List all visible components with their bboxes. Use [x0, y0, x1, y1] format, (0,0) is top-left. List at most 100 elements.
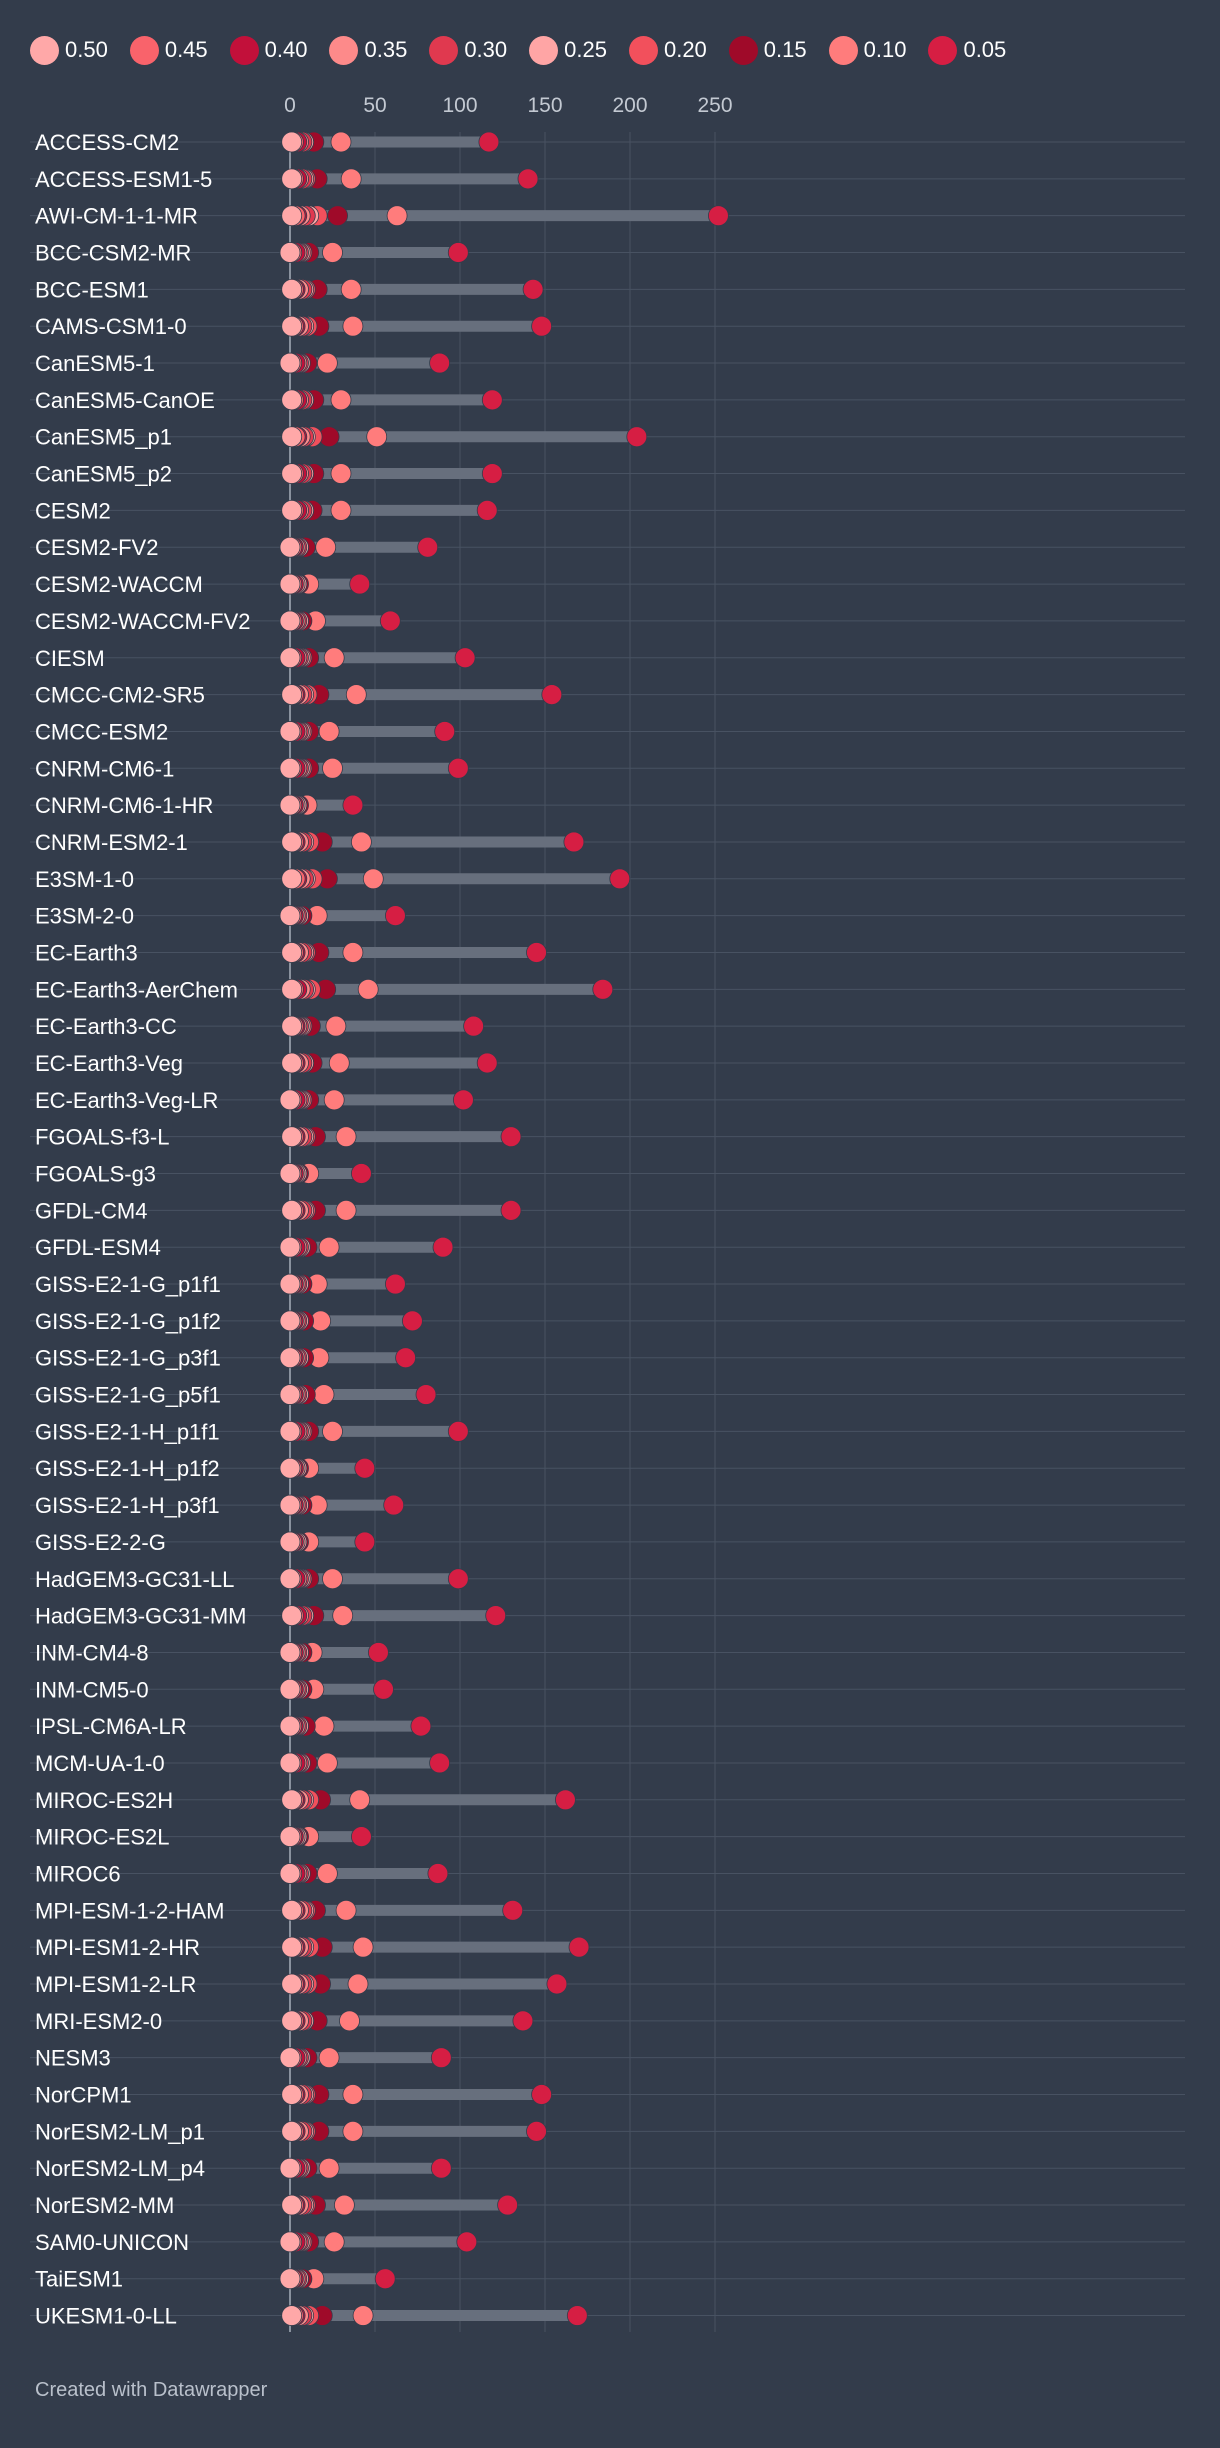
- legend-swatch: [30, 35, 59, 65]
- dot-0_50: [279, 2268, 301, 2290]
- dot-0_10: [340, 278, 362, 300]
- row-label: NorESM2-LM_p4: [35, 2156, 205, 2181]
- row-label: CESM2-FV2: [35, 535, 158, 560]
- dot-0_05: [708, 205, 729, 227]
- legend-label: 0.20: [663, 37, 707, 62]
- legend-label: 0.10: [863, 37, 907, 62]
- dot-0_50: [281, 168, 303, 190]
- dot-0_10: [315, 536, 337, 558]
- dot-0_50: [279, 1826, 301, 1848]
- dot-0_05: [512, 2010, 534, 2032]
- row-label: EC-Earth3-CC: [35, 1014, 177, 1039]
- dot-0_10: [318, 1236, 340, 1258]
- dot-0_05: [410, 1715, 432, 1737]
- row-label: CanESM5-CanOE: [35, 388, 215, 413]
- dot-0_50: [281, 463, 303, 484]
- dot-0_50: [279, 757, 301, 779]
- dot-0_05: [430, 2157, 452, 2179]
- dot-0_10: [339, 2010, 360, 2032]
- dot-0_05: [481, 463, 503, 484]
- dot-0_05: [502, 1899, 524, 1921]
- row-label: EC-Earth3-AerChem: [35, 977, 238, 1002]
- row-label: GISS-E2-1-G_p3f1: [35, 1346, 221, 1371]
- dot-0_10: [357, 978, 379, 1000]
- dot-0_10: [342, 2084, 364, 2105]
- dot-0_05: [417, 536, 439, 558]
- dot-0_05: [354, 1531, 376, 1553]
- row-label: CESM2-WACCM: [35, 572, 203, 597]
- dot-0_10: [333, 2194, 355, 2216]
- row-label: HadGEM3-GC31-LL: [35, 1567, 234, 1592]
- legend-item: 0.20: [628, 35, 707, 65]
- dot-0_50: [279, 1384, 301, 1405]
- dot-0_05: [447, 1421, 469, 1442]
- row-label: GISS-E2-2-G: [35, 1530, 166, 1555]
- dot-0_05: [429, 352, 451, 374]
- dot-0_50: [279, 1678, 301, 1700]
- dot-0_05: [447, 1568, 469, 1590]
- x-tick-label: 200: [612, 94, 647, 117]
- row-label: MCM-UA-1-0: [35, 1751, 165, 1776]
- dot-0_10: [332, 1605, 354, 1626]
- dot-0_10: [313, 1715, 335, 1737]
- legend-swatch: [728, 35, 758, 65]
- dot-0_05: [517, 168, 539, 190]
- dot-0_50: [279, 1715, 301, 1737]
- row-label: CMCC-CM2-SR5: [35, 683, 205, 708]
- dot-0_05: [452, 1089, 474, 1111]
- dot-0_50: [281, 205, 303, 227]
- dot-0_10: [345, 684, 367, 705]
- footer-credit: Created with Datawrapper: [35, 2379, 268, 2401]
- row-label: UKESM1-0-LL: [35, 2304, 177, 2329]
- dot-0_50: [279, 1273, 301, 1295]
- row-label: GFDL-CM4: [35, 1198, 147, 1223]
- legend-item: 0.45: [129, 35, 208, 65]
- legend-label: 0.30: [464, 37, 508, 62]
- dot-0_10: [335, 1899, 357, 1921]
- dot-0_05: [401, 1310, 423, 1332]
- legend-label: 0.15: [763, 37, 807, 62]
- row-label: TaiESM1: [35, 2267, 123, 2292]
- dot-0_50: [281, 1199, 303, 1221]
- dot-0_50: [281, 426, 303, 448]
- dot-0_10: [323, 647, 345, 669]
- dot-0_05: [541, 684, 563, 705]
- row-label: IPSL-CM6A-LR: [35, 1714, 187, 1739]
- row-label: SAM0-UNICON: [35, 2230, 189, 2255]
- row-label: NorCPM1: [35, 2083, 132, 2108]
- dot-0_05: [415, 1384, 437, 1405]
- dot-0_50: [281, 499, 303, 521]
- dot-0_05: [429, 1752, 451, 1774]
- dot-0_10: [316, 1863, 338, 1884]
- dot-0_50: [279, 1568, 301, 1590]
- legend-item: 0.10: [828, 35, 907, 65]
- row-label: CNRM-CM6-1: [35, 756, 174, 781]
- dot-0_50: [279, 242, 301, 263]
- legend-swatch: [529, 35, 559, 65]
- dot-0_05: [563, 831, 585, 853]
- dot-0_10: [342, 942, 364, 963]
- row-label: NESM3: [35, 2046, 111, 2071]
- legend-swatch: [628, 35, 658, 65]
- row-label: GISS-E2-1-G_p1f2: [35, 1309, 221, 1334]
- legend-swatch: [928, 35, 958, 65]
- dot-0_05: [384, 1273, 406, 1295]
- dot-0_05: [373, 1678, 394, 1700]
- dot-0_50: [279, 1347, 301, 1369]
- dot-0_50: [279, 1531, 301, 1553]
- legend-label: 0.50: [65, 37, 108, 62]
- dot-0_10: [335, 1199, 357, 1221]
- dot-0_10: [322, 757, 343, 779]
- dot-0_50: [279, 1089, 301, 1111]
- legend-item: 0.25: [529, 35, 607, 65]
- dot-0_10: [386, 205, 408, 227]
- row-label: MRI-ESM2-0: [35, 2009, 162, 2034]
- row-label: E3SM-2-0: [35, 904, 134, 929]
- dot-0_50: [279, 1421, 301, 1442]
- dot-0_05: [609, 868, 631, 890]
- legend-swatch: [229, 35, 259, 65]
- dot-0_50: [279, 1752, 301, 1774]
- dot-0_10: [352, 1936, 374, 1958]
- dot-0_05: [531, 315, 552, 337]
